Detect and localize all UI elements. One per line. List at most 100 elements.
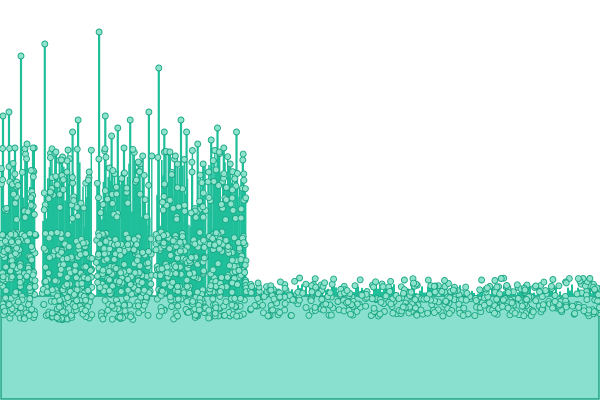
data-point <box>483 284 491 292</box>
data-point <box>387 277 395 285</box>
data-point <box>351 282 359 290</box>
data-point <box>247 289 255 297</box>
data-point <box>11 144 19 152</box>
data-point <box>121 307 129 315</box>
data-point <box>108 315 116 323</box>
data-point <box>562 303 570 311</box>
data-point <box>58 248 65 256</box>
data-point <box>1 237 9 245</box>
data-point <box>227 200 235 208</box>
data-point <box>239 150 247 158</box>
data-point <box>237 214 245 222</box>
data-point <box>237 295 244 302</box>
data-point <box>92 258 100 266</box>
data-point <box>95 194 102 202</box>
data-point <box>423 295 431 303</box>
data-point <box>222 298 230 306</box>
data-point <box>184 308 192 316</box>
data-point <box>31 311 39 319</box>
data-point <box>16 278 24 286</box>
data-point <box>276 293 284 301</box>
data-point <box>114 240 122 248</box>
data-point <box>207 136 215 144</box>
data-point <box>551 298 559 306</box>
data-point <box>267 286 275 294</box>
data-point <box>8 273 16 281</box>
data-point <box>549 276 557 283</box>
data-point <box>591 285 599 293</box>
data-point <box>105 287 113 295</box>
data-point <box>536 288 543 296</box>
data-point <box>241 269 249 276</box>
data-point <box>59 176 67 184</box>
data-point <box>73 297 81 305</box>
data-point <box>194 140 202 148</box>
data-point <box>199 189 207 197</box>
data-point <box>42 263 50 271</box>
data-point <box>580 307 588 315</box>
data-point <box>212 166 220 174</box>
data-point <box>235 267 243 274</box>
data-point <box>154 153 162 161</box>
data-point <box>513 281 521 289</box>
data-point <box>9 159 17 167</box>
data-point <box>59 186 67 194</box>
data-point <box>82 307 89 315</box>
data-point <box>48 286 56 294</box>
data-point <box>215 182 223 190</box>
data-point <box>30 211 38 218</box>
data-point <box>109 282 117 290</box>
data-point <box>97 209 105 217</box>
data-point <box>166 293 174 301</box>
data-point <box>166 196 174 204</box>
data-point <box>575 303 583 311</box>
data-point <box>260 293 268 301</box>
data-point <box>24 208 32 216</box>
data-point <box>56 191 64 198</box>
data-point <box>27 243 35 251</box>
data-point <box>71 261 79 269</box>
data-point <box>174 312 182 320</box>
data-point <box>120 301 128 309</box>
data-point <box>372 278 380 286</box>
data-point <box>174 283 181 290</box>
data-point <box>311 275 319 283</box>
data-point <box>478 276 486 284</box>
data-point <box>431 288 439 296</box>
data-point <box>105 268 113 275</box>
data-point <box>424 276 432 284</box>
data-point <box>51 277 59 285</box>
data-point <box>523 296 531 303</box>
data-point <box>52 172 60 180</box>
data-point <box>312 283 320 291</box>
data-point <box>129 145 137 153</box>
data-point <box>569 302 576 310</box>
data-point <box>166 245 173 253</box>
data-point <box>549 304 557 312</box>
data-point <box>314 290 322 298</box>
data-point <box>387 300 395 308</box>
data-point <box>181 207 189 215</box>
data-point <box>82 296 90 304</box>
data-point <box>462 296 470 304</box>
data-point <box>105 276 113 284</box>
data-point <box>99 266 107 274</box>
data-point <box>220 170 228 178</box>
data-point <box>188 147 196 154</box>
data-point <box>586 275 594 282</box>
data-point <box>136 190 144 198</box>
data-point <box>195 306 203 314</box>
data-point <box>562 279 570 287</box>
data-point <box>270 295 278 303</box>
data-point <box>71 267 79 275</box>
data-point <box>134 158 142 166</box>
data-point <box>358 291 366 299</box>
data-point <box>102 153 110 161</box>
data-point <box>299 289 307 297</box>
data-point <box>142 293 150 301</box>
data-point <box>63 255 71 263</box>
data-point <box>108 302 116 310</box>
data-point <box>53 229 61 237</box>
data-point <box>322 300 330 308</box>
data-point <box>594 297 600 305</box>
